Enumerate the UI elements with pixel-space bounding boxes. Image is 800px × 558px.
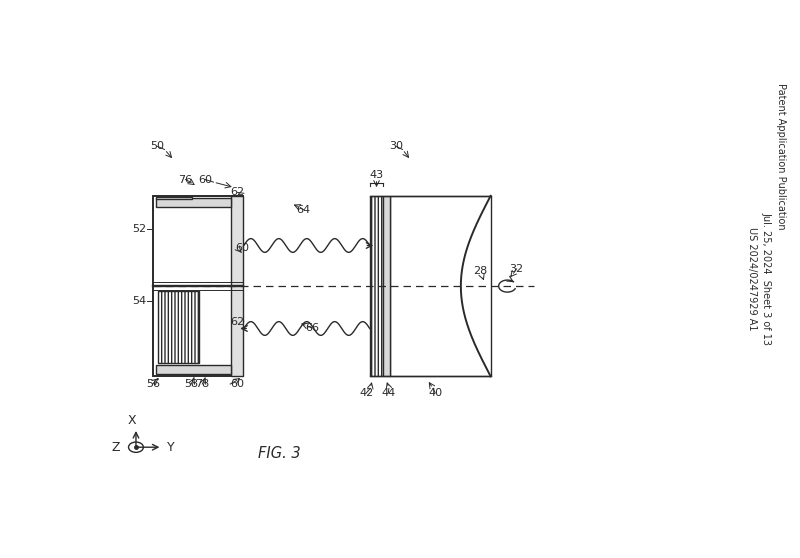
Bar	[390, 196, 490, 376]
Text: 60: 60	[235, 243, 249, 253]
Text: Z: Z	[112, 441, 121, 454]
Bar	[157, 365, 231, 374]
Text: 66: 66	[305, 323, 319, 333]
Bar	[157, 197, 192, 199]
Text: 30: 30	[390, 141, 403, 151]
Bar	[231, 196, 242, 376]
Text: Y: Y	[167, 441, 174, 454]
Text: 78: 78	[195, 379, 210, 389]
Bar	[383, 196, 390, 376]
Text: 54: 54	[132, 296, 146, 306]
Text: 43: 43	[370, 170, 383, 180]
Bar	[153, 196, 242, 376]
Text: 50: 50	[150, 141, 165, 151]
Text: 44: 44	[381, 388, 395, 398]
Text: 42: 42	[359, 388, 374, 398]
Text: Patent Application Publication: Patent Application Publication	[776, 83, 786, 229]
Text: 28: 28	[473, 266, 487, 276]
Text: 64: 64	[296, 205, 310, 215]
Text: 62: 62	[230, 317, 244, 327]
Text: 52: 52	[132, 224, 146, 234]
Bar	[158, 291, 198, 363]
Text: 60: 60	[198, 175, 213, 185]
Text: 60: 60	[230, 379, 244, 389]
Text: 32: 32	[510, 264, 524, 274]
Bar	[157, 198, 231, 208]
Text: 62: 62	[230, 187, 244, 198]
Text: Jul. 25, 2024  Sheet 3 of 13: Jul. 25, 2024 Sheet 3 of 13	[762, 213, 771, 345]
Text: FIG. 3: FIG. 3	[258, 446, 301, 461]
Text: X: X	[127, 413, 136, 426]
Text: 40: 40	[428, 388, 442, 398]
Text: 58: 58	[184, 379, 198, 389]
Text: US 2024/0247929 A1: US 2024/0247929 A1	[747, 227, 757, 331]
Text: 76: 76	[178, 175, 193, 185]
Bar	[370, 196, 383, 376]
Text: 56: 56	[146, 379, 160, 389]
